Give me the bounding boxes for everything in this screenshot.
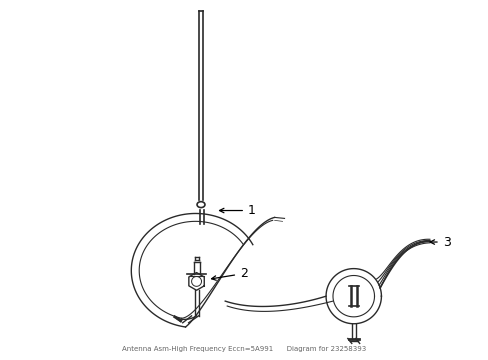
Text: 3: 3 bbox=[429, 235, 449, 248]
Text: Antenna Asm-High Frequency Eccn=5A991      Diagram for 23258393: Antenna Asm-High Frequency Eccn=5A991 Di… bbox=[122, 346, 366, 352]
Text: 2: 2 bbox=[211, 267, 247, 280]
Text: 1: 1 bbox=[219, 204, 255, 217]
